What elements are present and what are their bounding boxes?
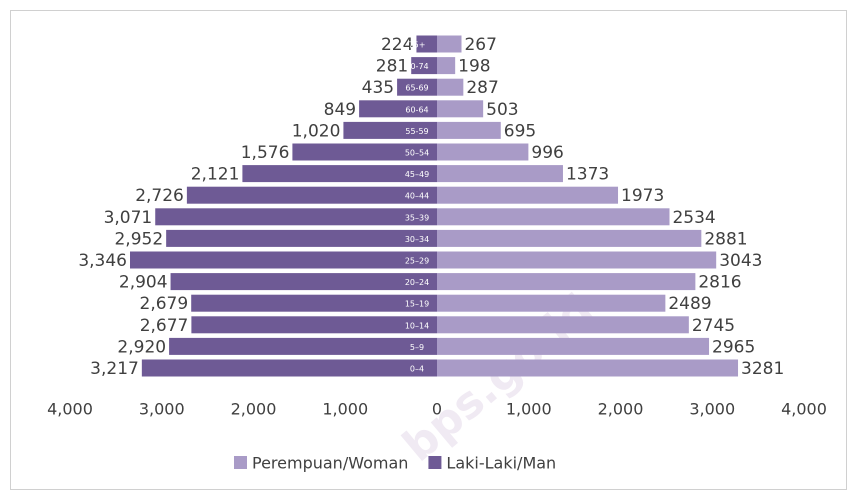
value-label: 3,346 — [78, 251, 127, 271]
bar — [437, 143, 529, 161]
legend-label: Perempuan/Woman — [252, 454, 408, 473]
age-label: 5–9 — [410, 343, 424, 352]
legend-label: Laki-Laki/Man — [446, 454, 556, 473]
age-label: 45–49 — [405, 170, 429, 179]
bar — [437, 229, 702, 247]
x-tick-label: 2,000 — [598, 400, 644, 419]
value-label: 2,952 — [114, 229, 163, 249]
age-label: 55-59 — [405, 127, 428, 136]
bar — [437, 273, 696, 291]
value-label: 2489 — [668, 294, 711, 314]
age-label: 40–44 — [405, 192, 429, 201]
bar — [169, 337, 437, 355]
bar — [437, 100, 484, 118]
bar — [242, 165, 437, 183]
value-label: 2,679 — [140, 294, 189, 314]
value-label: 3281 — [741, 359, 784, 379]
legend-swatch — [428, 456, 442, 469]
bar — [437, 359, 739, 377]
value-label: 2,904 — [119, 273, 168, 293]
value-label: 3,217 — [90, 359, 139, 379]
x-tick-label: 4,000 — [781, 400, 827, 419]
value-label: 267 — [464, 35, 496, 55]
bar — [166, 229, 438, 247]
bar — [191, 316, 437, 334]
age-label: 30–34 — [405, 235, 429, 244]
value-label: 2,121 — [191, 165, 240, 185]
value-label: 435 — [362, 78, 394, 98]
bar — [292, 143, 437, 161]
age-label: 0–4 — [410, 365, 424, 374]
bar — [359, 100, 437, 118]
bar — [191, 294, 437, 312]
bar — [437, 208, 670, 226]
bar — [155, 208, 437, 226]
value-label: 695 — [504, 121, 536, 141]
age-label: 10–14 — [405, 321, 429, 330]
value-label: 849 — [324, 100, 356, 120]
value-label: 2881 — [704, 229, 747, 249]
bar — [437, 57, 456, 75]
value-label: 1,020 — [292, 121, 341, 141]
x-tick-label: 1,000 — [506, 400, 552, 419]
value-label: 2,726 — [135, 186, 184, 206]
legend-swatch — [234, 456, 247, 469]
value-label: 3043 — [719, 251, 762, 271]
age-label: 65-69 — [405, 84, 428, 93]
age-label: 15–19 — [405, 300, 429, 309]
value-label: 224 — [381, 35, 413, 55]
bar — [170, 273, 438, 291]
value-label: 281 — [376, 57, 408, 77]
bar — [437, 165, 563, 183]
bar — [437, 121, 501, 139]
value-label: 2,677 — [140, 316, 189, 336]
value-label: 2745 — [692, 316, 735, 336]
x-tick-label: 0 — [432, 400, 442, 419]
value-label: 996 — [531, 143, 563, 163]
bar — [141, 359, 437, 377]
bar — [437, 186, 619, 204]
value-label: 503 — [486, 100, 518, 120]
bar — [437, 35, 462, 53]
age-label: 20–24 — [405, 278, 429, 287]
x-tick-label: 3,000 — [139, 400, 185, 419]
value-label: 2965 — [712, 337, 755, 357]
value-label: 1973 — [621, 186, 664, 206]
bar — [437, 78, 464, 96]
x-tick-label: 3,000 — [689, 400, 735, 419]
bar — [130, 251, 437, 269]
age-label: 50–54 — [405, 149, 429, 158]
value-label: 287 — [466, 78, 498, 98]
bar — [437, 337, 710, 355]
bar — [437, 294, 666, 312]
age-label: 35–39 — [405, 213, 429, 222]
bar — [437, 251, 717, 269]
bar — [416, 35, 437, 53]
x-tick-label: 2,000 — [231, 400, 277, 419]
value-label: 1373 — [566, 165, 609, 185]
bar — [186, 186, 437, 204]
bar — [437, 316, 689, 334]
value-label: 2816 — [698, 273, 741, 293]
value-label: 2534 — [672, 208, 715, 228]
age-label: 25–29 — [405, 257, 429, 266]
age-label: 75+ — [409, 41, 426, 50]
bar — [411, 57, 437, 75]
value-label: 1,576 — [241, 143, 290, 163]
value-label: 3,071 — [104, 208, 153, 228]
value-label: 198 — [458, 57, 490, 77]
x-tick-label: 1,000 — [322, 400, 368, 419]
bar — [397, 78, 437, 96]
value-label: 2,920 — [117, 337, 166, 357]
bar — [343, 121, 437, 139]
x-tick-label: 4,000 — [47, 400, 93, 419]
age-label: 70-74 — [405, 62, 428, 71]
age-label: 60-64 — [405, 105, 428, 114]
